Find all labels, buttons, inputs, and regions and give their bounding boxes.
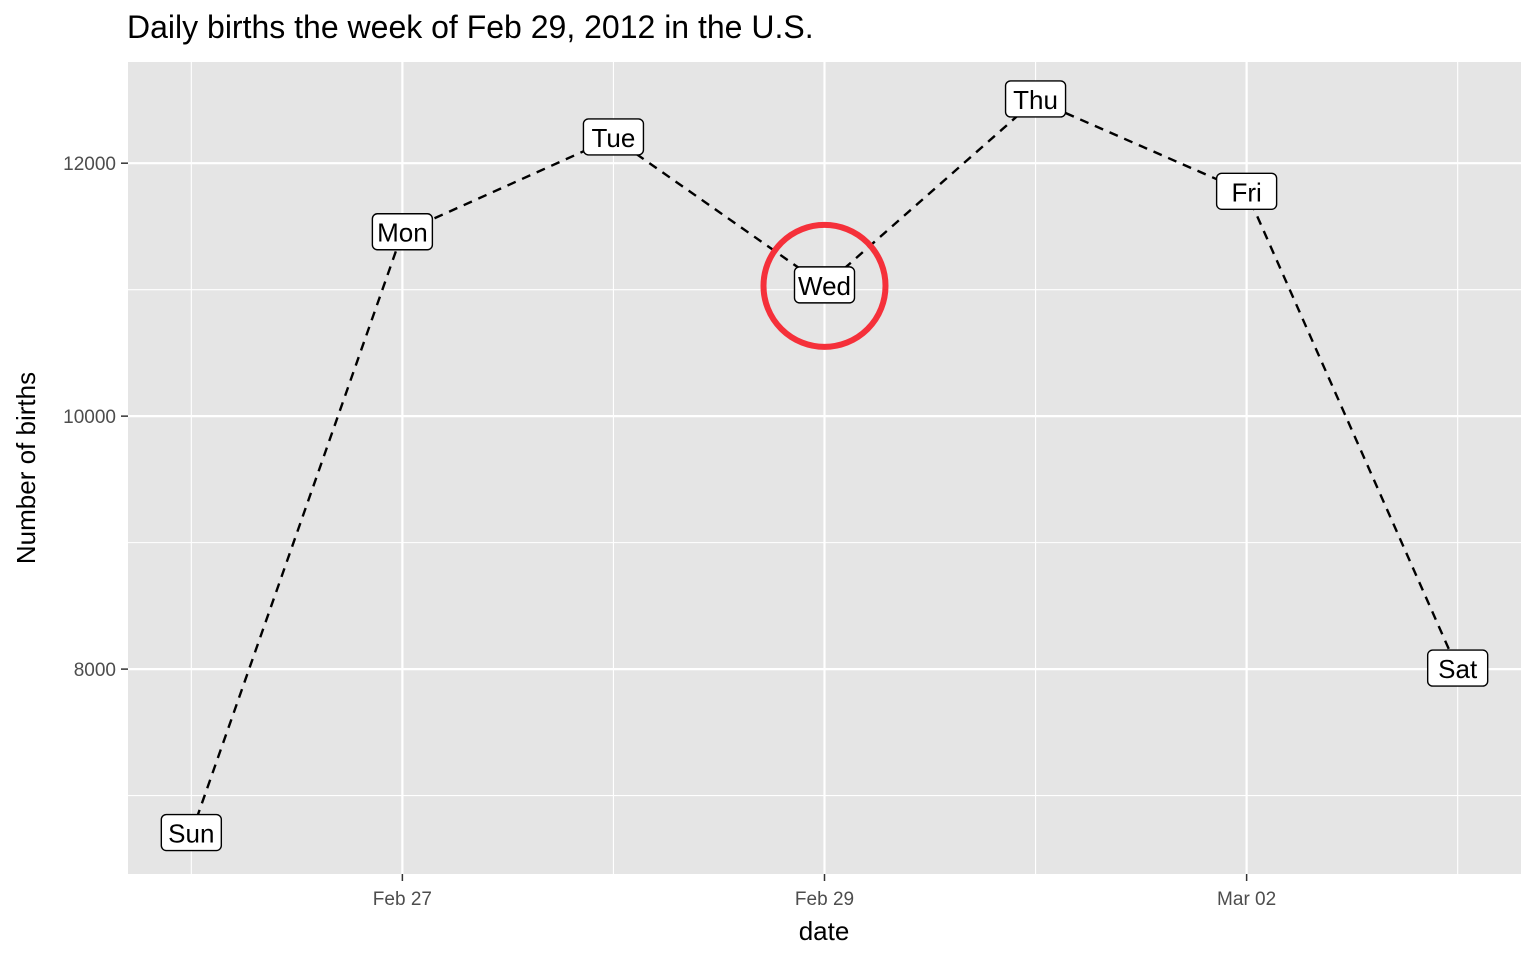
point-label-text: Mon	[377, 218, 428, 248]
point-label-box	[1215, 172, 1278, 210]
point-label-text: Tue	[592, 123, 636, 153]
point-label-text: Fri	[1231, 177, 1261, 207]
point-label-mon: Mon	[371, 213, 434, 251]
point-label-box	[1426, 649, 1489, 687]
point-label-sat: Sat	[1426, 649, 1489, 687]
point-label-box	[160, 813, 223, 852]
point-label-box	[1004, 80, 1067, 118]
point-label-box	[371, 213, 434, 251]
point-label-tue: Tue	[582, 118, 645, 156]
point-label-text: Wed	[798, 271, 851, 301]
x-tick-label: Mar 02	[1217, 889, 1276, 910]
y-axis-ticks: 8000 10000 12000	[63, 154, 128, 681]
point-label-text: Sun	[168, 819, 214, 849]
point-label-thu: Thu	[1004, 80, 1067, 118]
chart-title: Daily births the week of Feb 29, 2012 in…	[127, 9, 814, 45]
x-tick-label: Feb 27	[373, 889, 432, 910]
x-tick-label: Feb 29	[795, 889, 854, 910]
point-label-wed: Wed	[793, 266, 856, 304]
y-tick-label: 12000	[63, 154, 116, 175]
x-axis-title: date	[799, 916, 850, 946]
x-axis-ticks: Feb 27 Feb 29 Mar 02	[373, 874, 1276, 910]
y-axis-title: Number of births	[11, 372, 41, 564]
point-label-box	[793, 266, 856, 304]
y-tick-label: 10000	[63, 407, 116, 428]
highlight-circle-wed	[760, 221, 889, 350]
point-label-fri: Fri	[1215, 172, 1278, 210]
point-label-box	[582, 118, 645, 156]
point-label-sun: Sun	[160, 813, 223, 852]
point-label-text: Sat	[1438, 654, 1478, 684]
major-gridlines	[128, 62, 1521, 874]
y-tick-label: 8000	[74, 660, 116, 681]
point-label-text: Thu	[1013, 85, 1058, 115]
point-labels: Sun Mon Tue Wed Thu Fri Sat	[160, 80, 1489, 852]
